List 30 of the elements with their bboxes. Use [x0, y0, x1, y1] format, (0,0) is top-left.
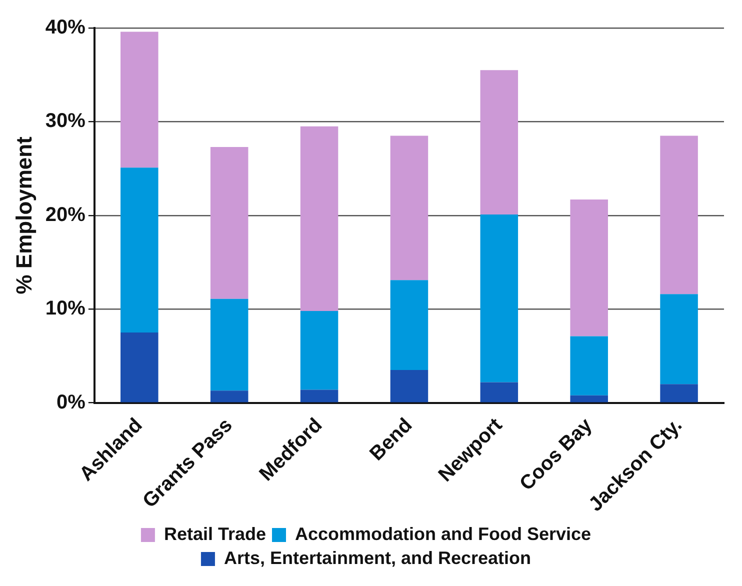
bar: [480, 70, 518, 214]
bar: [300, 390, 338, 402]
y-tick-label: 30%: [45, 110, 86, 132]
bar: [660, 294, 698, 384]
y-tick-label: 40%: [45, 16, 86, 39]
legend-label: Retail Trade: [164, 524, 266, 544]
bar: [210, 390, 248, 402]
bar: [660, 136, 698, 294]
y-axis-title: % Employment: [11, 136, 36, 294]
legend-label: Accommodation and Food Service: [294, 524, 592, 544]
bar: [210, 147, 248, 299]
bar: [120, 168, 158, 333]
bar: [300, 126, 338, 311]
legend-label: Arts, Entertainment, and Recreation: [224, 548, 532, 568]
bar: [120, 332, 158, 402]
bar: [570, 336, 608, 396]
bar: [210, 298, 248, 391]
bar: [480, 382, 518, 402]
y-tick-label: 20%: [45, 204, 86, 226]
bar: [390, 136, 428, 280]
y-tick-label: 0%: [56, 391, 86, 414]
bar: [570, 395, 608, 402]
bar: [120, 32, 158, 168]
y-tick-label: 10%: [45, 298, 86, 320]
bar: [390, 280, 428, 370]
bar: [570, 199, 608, 336]
bar: [480, 214, 518, 382]
bar: [660, 384, 698, 402]
bar: [300, 310, 338, 390]
bar: [390, 370, 428, 402]
